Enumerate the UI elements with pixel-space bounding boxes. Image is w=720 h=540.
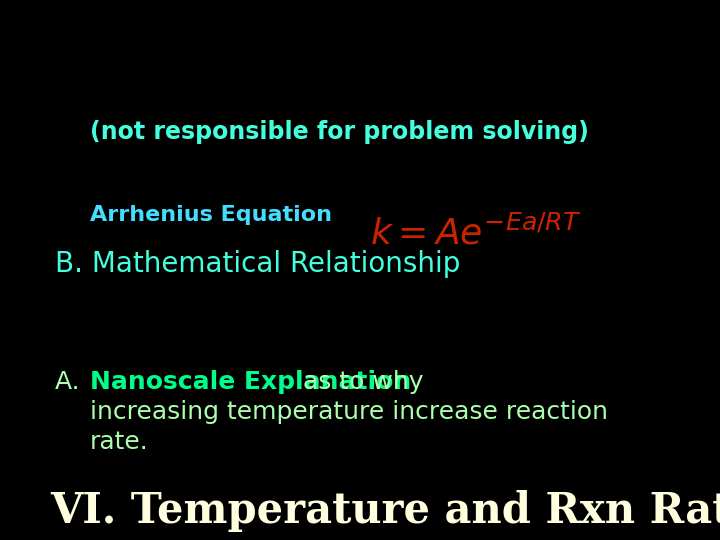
Text: rate.: rate. bbox=[90, 430, 149, 454]
Text: Nanoscale Explanation: Nanoscale Explanation bbox=[90, 370, 411, 394]
Text: B. Mathematical Relationship: B. Mathematical Relationship bbox=[55, 250, 460, 278]
Text: VI. Temperature and Rxn Rate: VI. Temperature and Rxn Rate bbox=[50, 490, 720, 532]
Text: increasing temperature increase reaction: increasing temperature increase reaction bbox=[90, 400, 608, 424]
Text: A.: A. bbox=[55, 370, 88, 394]
Text: (not responsible for problem solving): (not responsible for problem solving) bbox=[90, 120, 589, 144]
Text: $k = Ae^{-Ea/RT}$: $k = Ae^{-Ea/RT}$ bbox=[370, 215, 581, 251]
Text: as to why: as to why bbox=[295, 370, 423, 394]
Text: Arrhenius Equation: Arrhenius Equation bbox=[90, 205, 332, 225]
